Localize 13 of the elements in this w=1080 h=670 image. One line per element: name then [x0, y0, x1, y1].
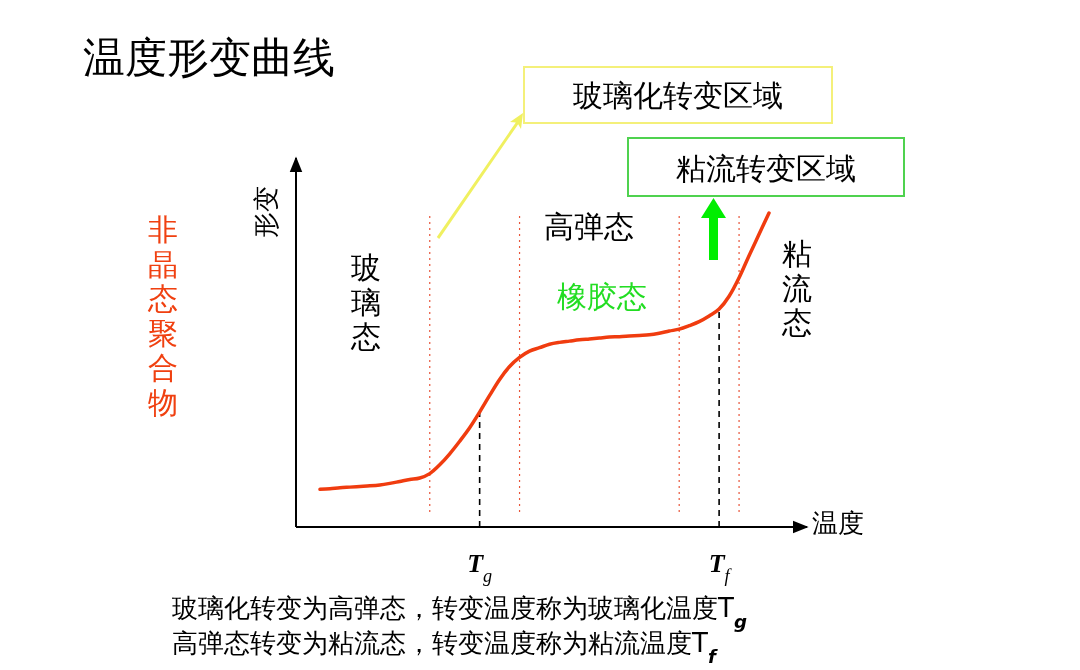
x-axis-title: 温度 — [812, 508, 864, 538]
chart-title: 温度形变曲线 — [83, 33, 335, 82]
text: 高弹态转变为粘流态，转变温度称为粘流温度T$_{f}$ — [172, 628, 718, 667]
annotation: 橡胶态 — [557, 279, 647, 314]
text: 非晶态聚合物 — [147, 212, 178, 420]
annotation: 高弹态 — [544, 209, 634, 244]
x-tick-label: T$_{f}$ — [708, 549, 733, 586]
y-axis-title: 形变 — [251, 186, 281, 238]
x-tick-label: T$_{g}$ — [467, 549, 493, 586]
text: 粘流态 — [781, 236, 812, 340]
text: 粘流转变区域 — [676, 151, 856, 186]
text: 玻璃化转变区域 — [573, 78, 783, 113]
annotation: 玻璃态 — [350, 250, 381, 354]
